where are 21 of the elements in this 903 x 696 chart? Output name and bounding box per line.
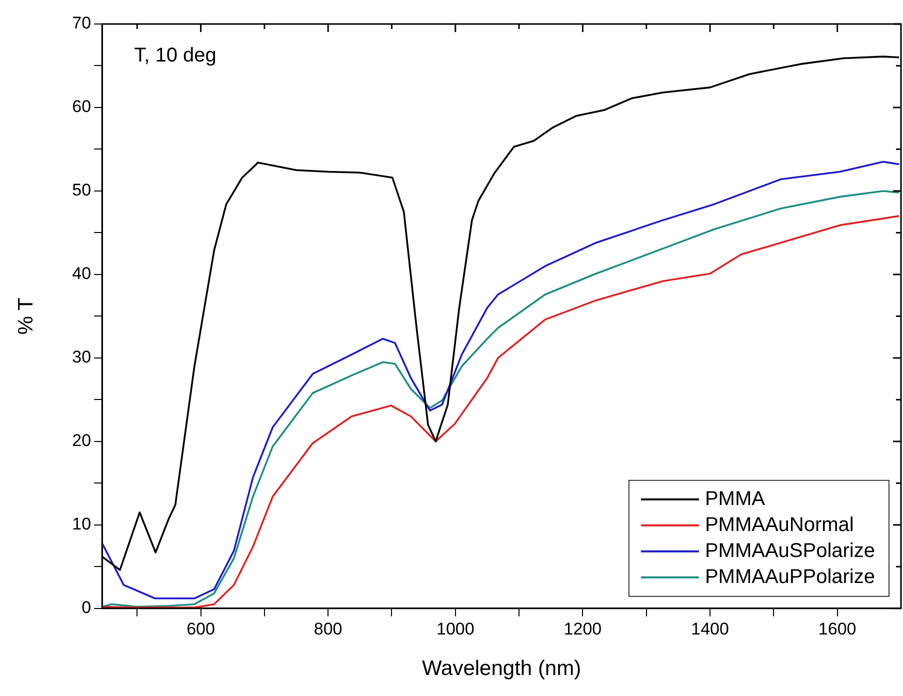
legend-label: PMMA (704, 488, 766, 510)
y-tick-label: 0 (82, 598, 92, 618)
y-tick-label: 20 (72, 431, 92, 450)
x-tick-label: 600 (186, 619, 215, 638)
y-axis-title: % T (14, 298, 38, 335)
x-tick-label: 800 (314, 619, 342, 638)
legend-label: PMMAAuNormal (704, 514, 854, 536)
x-tick-label: 1400 (691, 619, 729, 638)
y-tick-label: 60 (72, 97, 92, 116)
y-tick-label: 10 (72, 514, 92, 534)
y-tick-label: 40 (72, 264, 92, 284)
y-tick-label: 50 (72, 180, 92, 200)
legend-label: PMMAAuSPolarize (704, 540, 876, 562)
y-tick-label: 30 (72, 348, 92, 367)
x-tick-label: 1600 (818, 619, 856, 638)
legend-label: PMMAAuPPolarize (704, 566, 876, 588)
x-tick-label: 1000 (436, 619, 474, 638)
x-axis-title: Wavelength (nm) (422, 657, 582, 680)
x-tick-label: 1200 (564, 619, 602, 638)
annotation: T, 10 deg (134, 44, 216, 67)
y-tick-label: 70 (72, 14, 92, 33)
